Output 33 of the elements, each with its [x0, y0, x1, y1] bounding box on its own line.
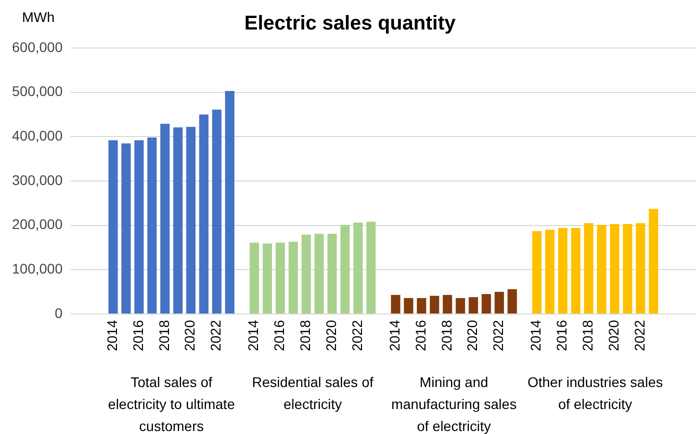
x-tick-label: 2022: [208, 320, 224, 352]
x-tick-label: 2014: [386, 320, 402, 352]
text: Mining and manufacturing sales of electricity: [391, 374, 517, 434]
x-tick-label: 2020: [182, 320, 198, 352]
y-tick-label: 300,000: [12, 172, 63, 188]
x-tick-label: 2016: [412, 320, 428, 352]
x-tick-label: 2016: [130, 320, 146, 352]
text: Total sales of electricity to ultimate customers: [108, 374, 236, 434]
x-tick-label: 2014: [245, 320, 262, 352]
y-tick-label: 200,000: [12, 216, 63, 232]
x-tick-label: 2018: [156, 320, 172, 352]
chart-title: Electric sales quantity: [244, 12, 456, 35]
y-axis-title: MWh: [22, 8, 55, 25]
x-tick-label: 2022: [490, 320, 506, 352]
y-tick-label: 500,000: [12, 83, 63, 100]
y-tick-label: 600,000: [12, 38, 63, 55]
x-tick-label: 2018: [438, 320, 454, 352]
x-tick-label: 2022: [631, 320, 648, 352]
y-tick-label: 0: [54, 304, 63, 321]
x-tick-label: 2020: [322, 320, 339, 352]
text: Residential sales of electricity: [252, 374, 374, 412]
x-tick-label: 2016: [554, 320, 570, 352]
y-tick-label: 400,000: [12, 128, 63, 144]
text: Other industries sales of electricity: [527, 374, 663, 412]
x-tick-label: 2022: [348, 320, 365, 352]
x-tick-label: 2018: [297, 320, 314, 352]
x-tick-label: 2020: [464, 320, 480, 352]
y-tick-label: 100,000: [12, 260, 63, 277]
x-tick-label: 2014: [528, 320, 544, 352]
x-tick-label: 2016: [271, 320, 288, 352]
x-tick-label: 2014: [104, 320, 120, 352]
x-tick-label: 2018: [580, 320, 596, 352]
x-tick-label: 2020: [605, 320, 622, 352]
